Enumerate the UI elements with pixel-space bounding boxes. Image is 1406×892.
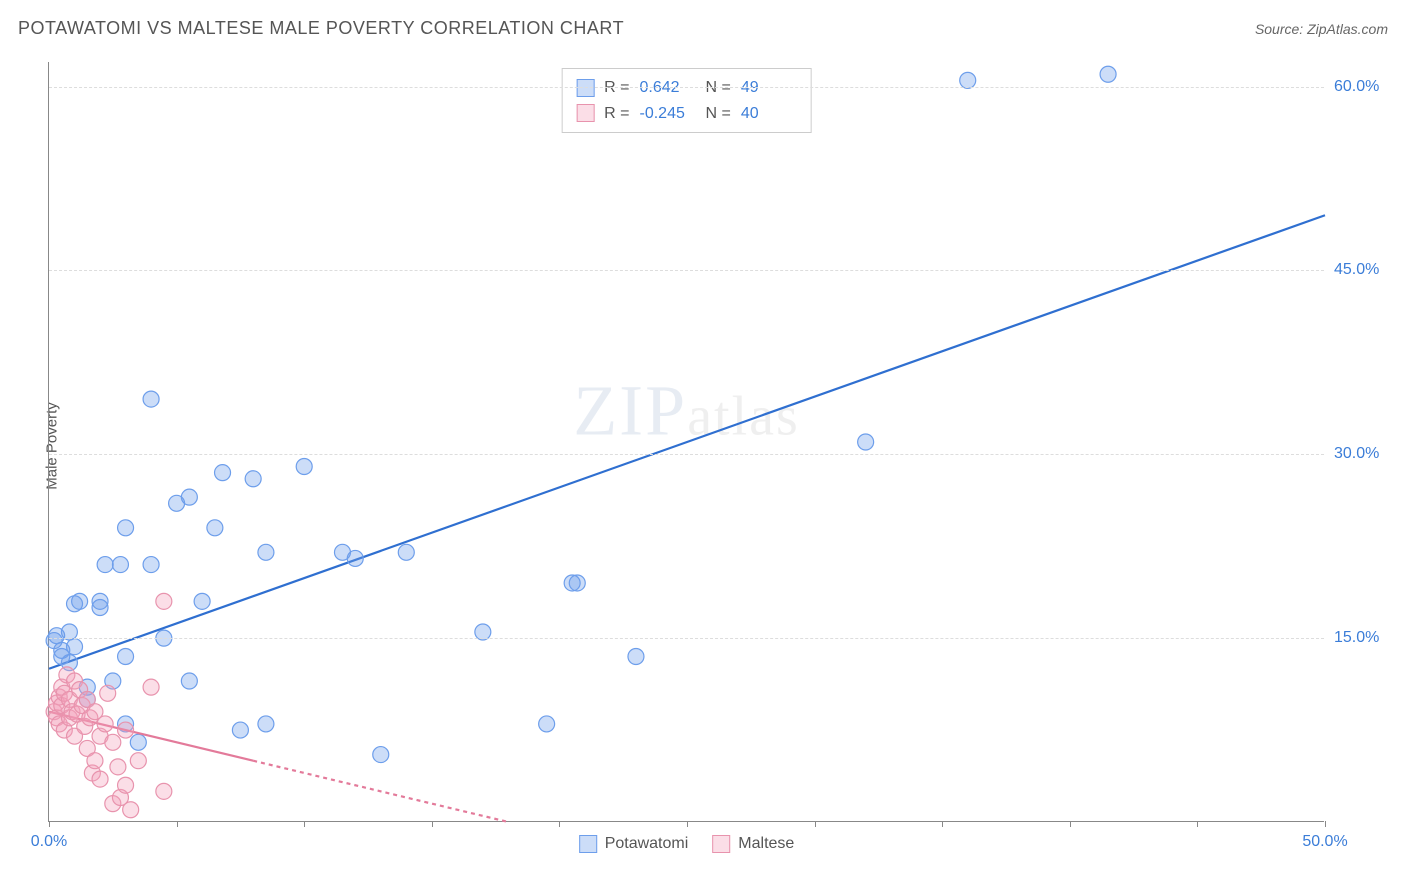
x-tick [559, 821, 560, 827]
gridline [49, 454, 1324, 455]
y-tick-label: 15.0% [1334, 629, 1394, 647]
source-credit: Source: ZipAtlas.com [1255, 21, 1388, 37]
x-tick [1325, 821, 1326, 827]
chart-header: POTAWATOMI VS MALTESE MALE POVERTY CORRE… [18, 18, 1388, 39]
legend-label-maltese: Maltese [738, 835, 794, 853]
y-tick-label: 45.0% [1334, 261, 1394, 279]
chart-title: POTAWATOMI VS MALTESE MALE POVERTY CORRE… [18, 18, 624, 39]
x-tick [687, 821, 688, 827]
x-tick [304, 821, 305, 827]
gridline [49, 87, 1324, 88]
x-tick [49, 821, 50, 827]
legend-label-potawatomi: Potawatomi [605, 835, 689, 853]
y-tick-label: 30.0% [1334, 445, 1394, 463]
legend-item-potawatomi: Potawatomi [579, 835, 689, 853]
x-tick [815, 821, 816, 827]
x-tick [432, 821, 433, 827]
x-tick [942, 821, 943, 827]
x-tick [177, 821, 178, 827]
x-tick-label: 0.0% [31, 833, 67, 851]
gridline [49, 638, 1324, 639]
x-tick [1070, 821, 1071, 827]
series-legend: Potawatomi Maltese [579, 835, 795, 853]
chart-plot-area: ZIPatlas R = 0.642 N = 49 R = -0.245 N =… [48, 62, 1324, 822]
swatch-maltese-icon [712, 835, 730, 853]
gridline [49, 270, 1324, 271]
y-tick-label: 60.0% [1334, 78, 1394, 96]
x-tick [1197, 821, 1198, 827]
plot-svg [49, 62, 1324, 821]
legend-item-maltese: Maltese [712, 835, 794, 853]
swatch-potawatomi-icon [579, 835, 597, 853]
x-tick-label: 50.0% [1302, 833, 1347, 851]
